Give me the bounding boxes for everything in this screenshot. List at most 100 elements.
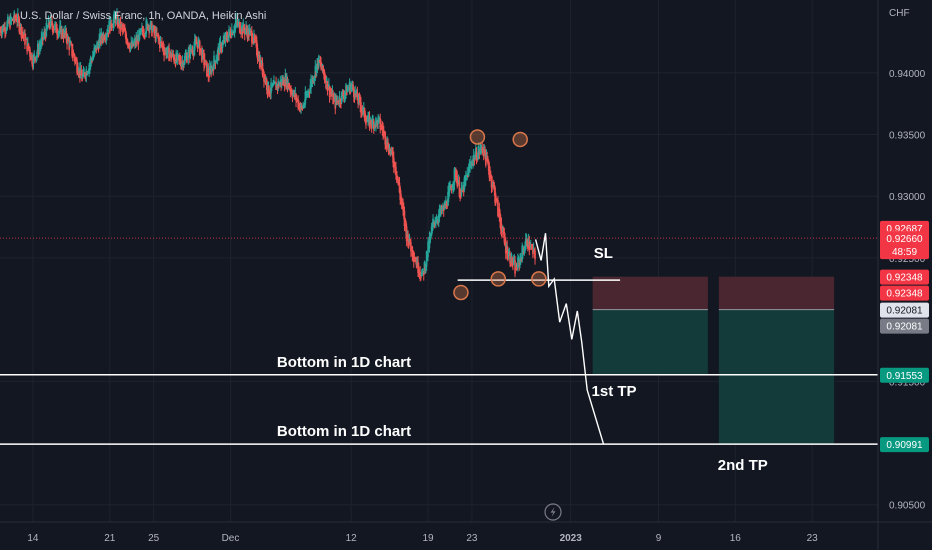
candle-body — [5, 29, 8, 31]
price-badge-value: 0.92081 — [886, 306, 923, 317]
candle-body — [426, 255, 429, 259]
candle-body — [97, 45, 100, 50]
x-tick-label: Dec — [222, 533, 240, 544]
candle-body — [150, 21, 153, 26]
candle-body — [322, 65, 324, 73]
price-axis[interactable]: 0.94000 0.93500 0.93000 0.92500 0.91500 0.905… — [889, 69, 926, 512]
candle-body — [308, 92, 311, 94]
candle-body — [236, 22, 239, 26]
candle-body — [179, 58, 182, 65]
x-tick-label: 23 — [466, 533, 478, 544]
candle-body — [231, 32, 234, 35]
candle-body — [314, 66, 317, 78]
candle-body — [208, 66, 211, 76]
symbol-title[interactable]: U.S. Dollar / Swiss Franc, 1h, OANDA, He… — [20, 10, 266, 22]
sl-label: SL — [594, 245, 613, 262]
candle-body — [302, 105, 304, 108]
y-tick-label: 0.93500 — [889, 131, 926, 142]
candle-body — [315, 63, 318, 74]
candle-body — [221, 47, 223, 49]
candle-body — [269, 93, 272, 95]
candle-body — [522, 251, 525, 254]
candle-body — [181, 64, 183, 66]
candle-body — [125, 33, 128, 44]
candle-body — [462, 184, 464, 191]
take-profit-zone — [592, 309, 708, 375]
candle-body — [475, 147, 477, 158]
candle-body — [105, 34, 108, 39]
candle-body — [379, 118, 382, 129]
candle-body — [370, 120, 372, 125]
candle-body — [109, 26, 111, 33]
x-tick-label: 21 — [104, 533, 116, 544]
candle-body — [256, 40, 258, 56]
drawing-overlay: Bottom in 1D chart Bottom in 1D chart SL 1s… — [0, 129, 878, 474]
candle-body — [27, 42, 29, 46]
candle-body — [45, 22, 48, 37]
candle-body — [345, 84, 347, 95]
price-badge — [880, 367, 929, 383]
pattern-point-circle — [512, 131, 528, 148]
candle-body — [166, 52, 168, 54]
candle-body — [64, 33, 66, 35]
candle-body — [40, 37, 43, 46]
candle-body — [163, 52, 166, 54]
candle-body — [363, 108, 366, 119]
tp2-label: 2nd TP — [718, 457, 768, 474]
candle-body — [468, 164, 471, 172]
candle-body — [28, 46, 31, 51]
candle-body — [149, 28, 151, 30]
candle-body — [56, 31, 59, 37]
candle-body — [512, 261, 514, 265]
candle-body — [446, 205, 449, 207]
pattern-point-circle — [453, 284, 469, 301]
candle-body — [428, 237, 431, 249]
y-tick-label: 0.93000 — [889, 192, 926, 203]
candle-body — [444, 206, 446, 208]
candle-body — [89, 62, 91, 69]
candle-body — [61, 29, 63, 33]
price-badge — [880, 231, 929, 260]
candle-body — [210, 68, 212, 74]
candle-body — [84, 74, 87, 79]
x-tick-label: 9 — [656, 533, 662, 544]
candle-body — [301, 106, 304, 110]
candle-body — [346, 88, 349, 93]
candle-body — [460, 193, 462, 195]
time-axis[interactable]: 14 21 25 Dec 12 19 23 2023 9 16 23 — [27, 533, 818, 544]
candle-body — [466, 173, 469, 177]
candle-body — [310, 83, 313, 85]
candle-body — [107, 32, 110, 34]
candle-body — [149, 21, 152, 29]
x-tick-label: 12 — [346, 533, 358, 544]
candle-body — [10, 19, 13, 21]
candle-body — [333, 98, 335, 100]
candle-body — [193, 39, 196, 50]
candle-body — [56, 28, 58, 35]
candle-body — [271, 83, 274, 88]
candle-body — [437, 220, 439, 222]
x-tick-label: 16 — [730, 533, 742, 544]
price-badge-value: 0.90991 — [886, 440, 923, 451]
x-tick-label: 2023 — [560, 533, 583, 544]
candle-body — [349, 85, 352, 94]
pattern-point-circle — [531, 271, 547, 287]
replay-icon[interactable] — [544, 503, 562, 521]
candle-body — [517, 257, 519, 269]
candle-body — [320, 62, 322, 68]
candle-body — [348, 88, 350, 90]
tp1-label: 1st TP — [592, 383, 637, 400]
x-tick-label: 23 — [807, 533, 819, 544]
candle-body — [185, 54, 187, 58]
candle-body — [309, 85, 312, 93]
price-badge-value: 0.92348 — [886, 289, 923, 300]
bottom-level-label: Bottom in 1D chart — [277, 354, 411, 371]
projected-price-path — [534, 233, 605, 445]
price-badge — [880, 269, 929, 285]
candle-body — [79, 70, 81, 78]
candle-body — [233, 25, 236, 32]
candle-body — [402, 203, 404, 211]
